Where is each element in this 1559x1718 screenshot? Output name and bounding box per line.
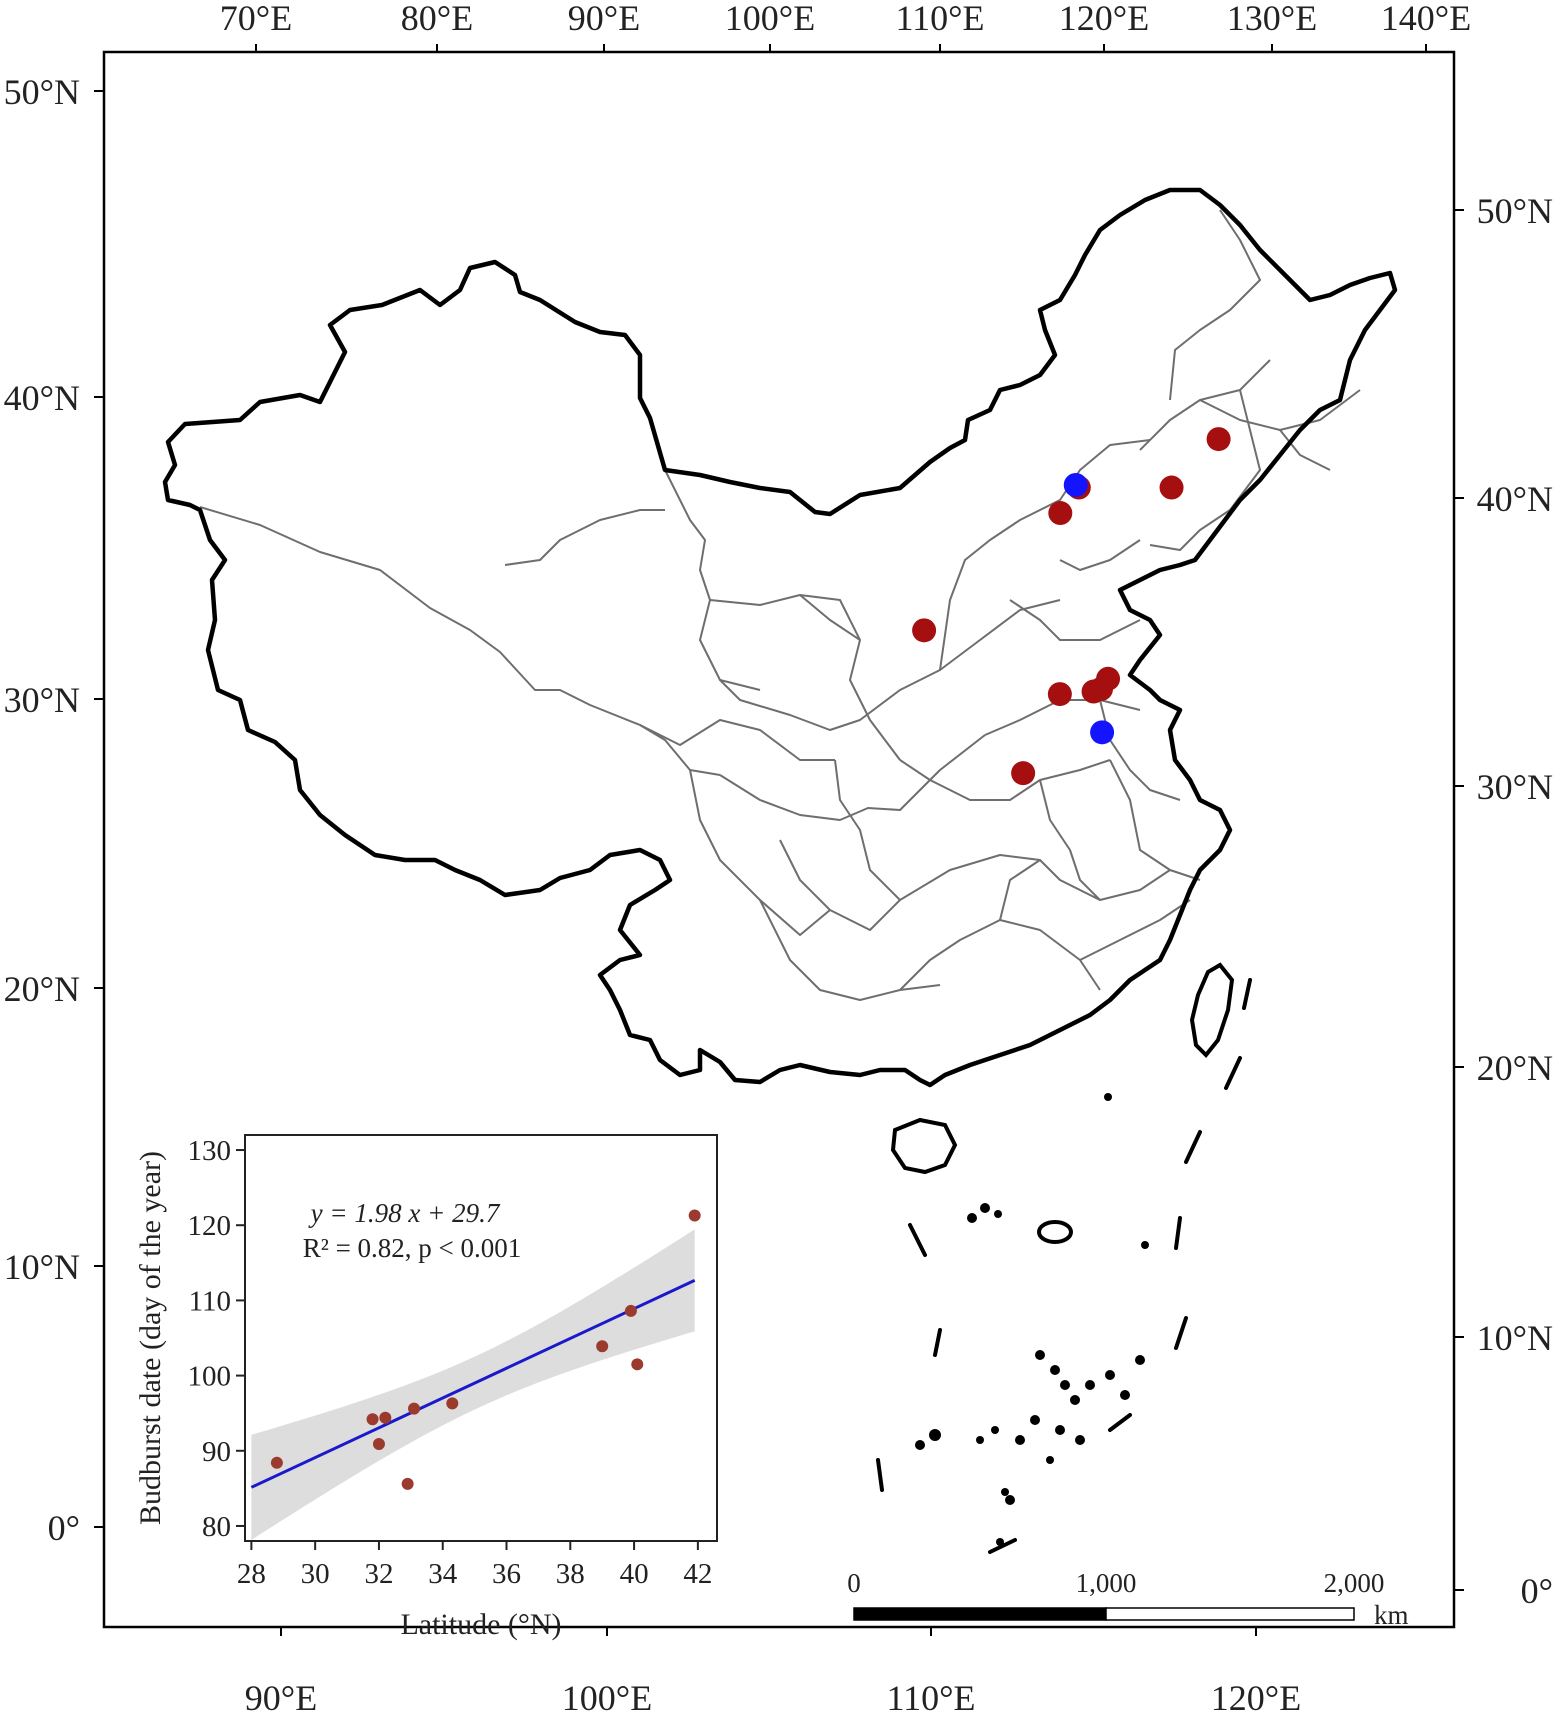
site-marker-red	[1048, 501, 1073, 526]
top-lon-label: 80°E	[401, 0, 473, 38]
top-lon-label: 130°E	[1227, 0, 1317, 38]
south-china-sea-features	[876, 978, 1252, 1554]
right-lat-label: 40°N	[1477, 479, 1553, 519]
scale-unit: km	[1374, 1600, 1409, 1630]
scale-label-1000: 1,000	[1076, 1568, 1137, 1598]
bottom-lon-label: 120°E	[1211, 1678, 1301, 1718]
site-marker-red	[1047, 682, 1072, 707]
right-lat-label: 30°N	[1477, 767, 1553, 807]
scale-label-2000: 2,000	[1324, 1568, 1385, 1598]
inset-points	[270, 1209, 701, 1490]
y-tick-label: 120	[188, 1210, 232, 1242]
x-tick-label: 28	[237, 1558, 266, 1590]
left-lat-label: 0°	[48, 1508, 80, 1548]
study-sites	[912, 427, 1231, 786]
y-tick-label: 130	[188, 1135, 232, 1167]
scale-bar-white	[1105, 1607, 1355, 1621]
scatter-point	[408, 1402, 421, 1415]
x-tick-label: 38	[556, 1558, 585, 1590]
y-tick-label: 80	[202, 1511, 231, 1543]
top-lon-label: 110°E	[895, 0, 984, 38]
regression-stats: R² = 0.82, p < 0.001	[303, 1233, 522, 1263]
x-tick-label: 30	[301, 1558, 330, 1590]
scatter-point	[270, 1456, 283, 1469]
x-tick-label: 32	[364, 1558, 393, 1590]
left-lat-label: 50°N	[4, 72, 80, 112]
site-marker-red	[912, 618, 937, 643]
top-lon-label: 70°E	[220, 0, 292, 38]
left-lat-label: 10°N	[4, 1247, 80, 1287]
china-border	[162, 187, 1398, 1088]
right-lat-label: 10°N	[1477, 1318, 1553, 1358]
x-tick-label: 40	[620, 1558, 649, 1590]
hainan-island	[890, 1117, 958, 1175]
left-lat-label: 30°N	[4, 680, 80, 720]
right-lat-label: 50°N	[1477, 191, 1553, 231]
inset-y-axis-label: Budburst date (day of the year)	[134, 1151, 167, 1525]
left-latitude-axis: 50°N 40°N 30°N 20°N 10°N 0°	[4, 72, 104, 1548]
x-tick-label: 42	[683, 1558, 712, 1590]
bottom-longitude-axis: 90°E 100°E 110°E 120°E	[245, 1627, 1301, 1718]
inset-scatter-plot: 28 30 32 34 36 38 40 42 80 90 100 110 120 130 y = 1.…	[134, 1134, 718, 1641]
scale-bar-black	[853, 1607, 1107, 1621]
province-boundaries	[199, 209, 1361, 1001]
inset-x-axis-label: Latitude (°N)	[400, 1608, 561, 1641]
top-lon-label: 120°E	[1059, 0, 1149, 38]
site-marker-blue	[1090, 720, 1115, 745]
right-latitude-axis: 50°N 40°N 30°N 20°N 10°N 0°	[1454, 191, 1553, 1611]
scale-label-0: 0	[847, 1568, 861, 1598]
bottom-lon-label: 90°E	[245, 1678, 317, 1718]
scatter-point	[379, 1411, 392, 1424]
regression-line	[250, 1279, 696, 1489]
top-lon-label: 90°E	[568, 0, 640, 38]
island-dots	[915, 1093, 1149, 1546]
inset-x-ticks: 28 30 32 34 36 38 40 42	[237, 1541, 712, 1590]
right-lat-label: 20°N	[1477, 1048, 1553, 1088]
bottom-lon-label: 110°E	[886, 1678, 975, 1718]
scatter-point	[688, 1209, 701, 1222]
y-tick-label: 90	[202, 1436, 231, 1468]
left-lat-label: 40°N	[4, 378, 80, 418]
scatter-point	[366, 1413, 379, 1426]
site-marker-blue	[1063, 473, 1088, 497]
site-marker-red	[1089, 677, 1113, 701]
site-marker-red	[1159, 475, 1184, 500]
x-tick-label: 34	[428, 1558, 458, 1590]
taiwan-island	[1189, 962, 1235, 1058]
site-marker-red	[1206, 427, 1231, 452]
scatter-point	[372, 1438, 385, 1451]
top-lon-label: 100°E	[725, 0, 815, 38]
scatter-point	[631, 1358, 644, 1371]
scatter-point	[401, 1477, 414, 1490]
y-tick-label: 110	[189, 1285, 231, 1317]
scatter-point	[596, 1340, 609, 1353]
inset-y-ticks: 80 90 100 110 120 130	[188, 1135, 245, 1543]
x-tick-label: 36	[492, 1558, 521, 1590]
bottom-lon-label: 100°E	[562, 1678, 652, 1718]
site-marker-red	[1011, 761, 1036, 786]
scale-bar: 0 1,000 2,000 km	[847, 1568, 1408, 1630]
top-longitude-axis: 70°E 80°E 90°E 100°E 110°E 120°E 130°E 1…	[220, 0, 1471, 52]
right-lat-label: 0°	[1521, 1571, 1553, 1611]
y-tick-label: 100	[188, 1361, 232, 1393]
scatter-point	[446, 1397, 459, 1410]
regression-equation: y = 1.98 x + 29.7	[308, 1198, 501, 1228]
left-lat-label: 20°N	[4, 969, 80, 1009]
scatter-point	[624, 1304, 637, 1317]
top-lon-label: 140°E	[1381, 0, 1471, 38]
